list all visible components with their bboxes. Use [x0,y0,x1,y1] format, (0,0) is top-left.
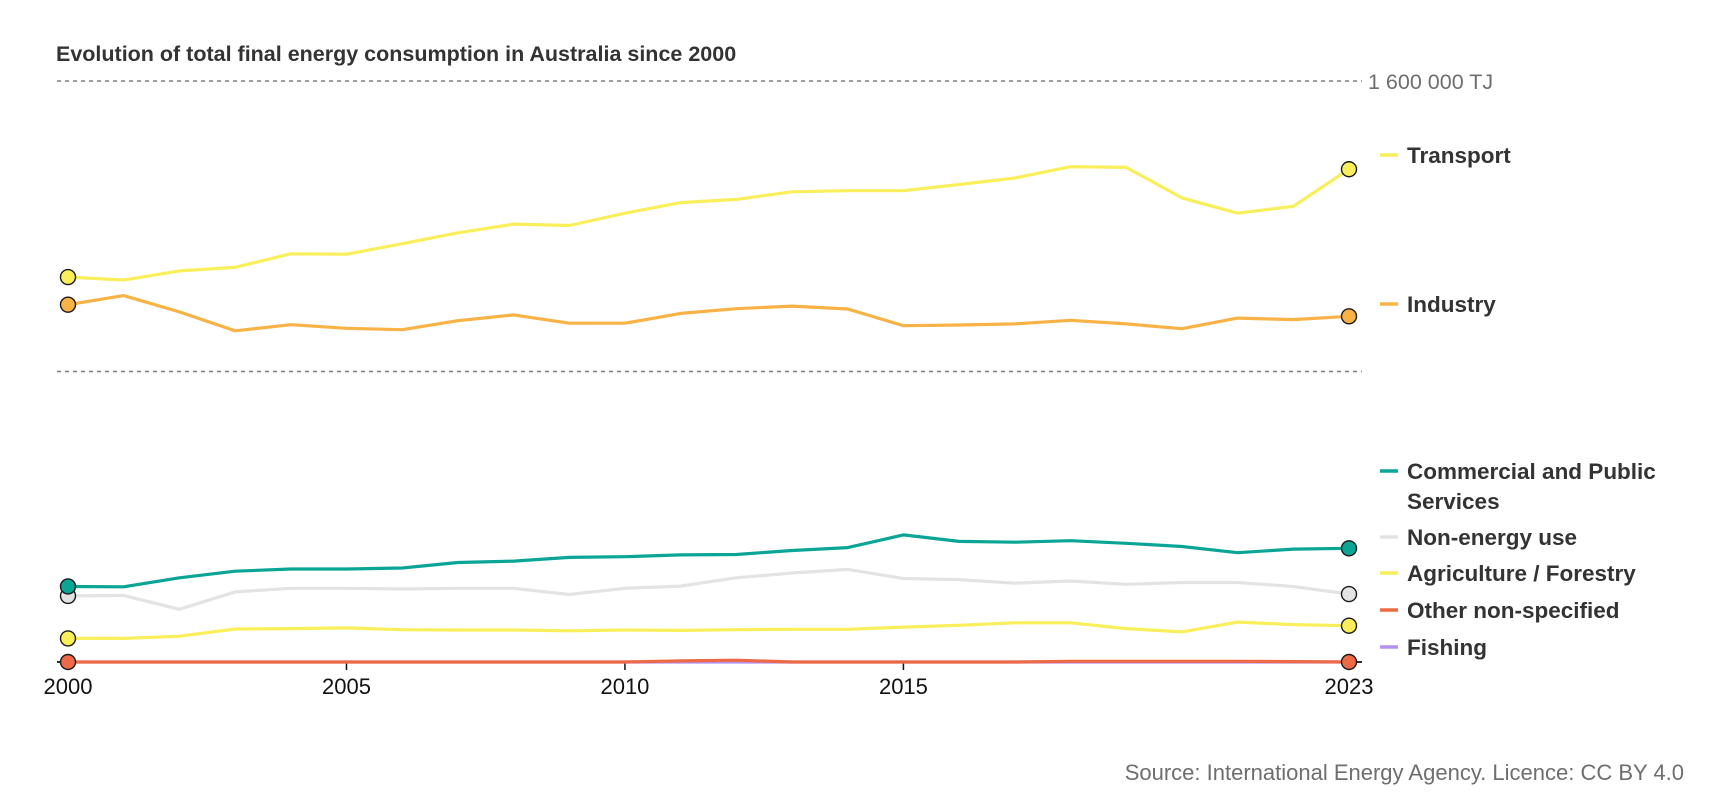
grid-layer: 1 600 000 TJ [57,70,1493,373]
point-industry-2000 [59,296,77,313]
chart-title: Evolution of total final energy consumpt… [56,42,737,66]
point-commercial-and-public-services-2000 [59,578,77,595]
x-tick-label: 2000 [44,674,93,699]
x-tick-label: 2015 [879,674,928,699]
x-tick-label: 2010 [600,674,649,699]
legend-label-other-non-specified: Other non-specified [1407,598,1620,623]
point-transport-2000 [59,268,77,286]
point-agriculture-forestry-2000 [59,630,77,647]
y-reference-label: 1 600 000 TJ [1368,70,1493,94]
x-tick-label: 2005 [322,674,371,699]
x-tick-label: 2023 [1325,674,1374,699]
point-transport-2023 [1340,161,1358,178]
source-note: Source: International Energy Agency. Lic… [1124,760,1684,785]
point-other-non-specified-2000 [59,653,77,671]
point-non-energy-use-2023 [1340,585,1358,603]
point-commercial-and-public-services-2023 [1340,540,1358,557]
legend-label-non-energy-use: Non-energy use [1407,525,1577,550]
legend-label-fishing: Fishing [1407,635,1487,660]
legend: Transport Industry Commercial and Public Se… [1380,143,1656,660]
series-line-agriculture-forestry [66,620,1351,641]
series-line-industry [66,294,1351,333]
series-line-other-non-specified [66,658,1351,664]
legend-label-agriculture-forestry: Agriculture / Forestry [1407,561,1636,586]
series-line-transport [66,165,1351,282]
legend-label-transport: Transport [1407,143,1511,168]
series-layer [59,161,1358,671]
series-line-non-energy-use [66,567,1351,611]
point-other-non-specified-2023 [1340,653,1358,671]
legend-label-industry: Industry [1407,292,1496,317]
x-axis: 2000 2005 2010 2015 2023 [44,661,1374,699]
series-line-commercial-and-public-services [66,533,1351,589]
point-industry-2023 [1340,308,1358,325]
legend-label-commercial-and-public-services: Commercial and Public Services [1407,459,1656,514]
point-agriculture-forestry-2023 [1340,617,1358,634]
